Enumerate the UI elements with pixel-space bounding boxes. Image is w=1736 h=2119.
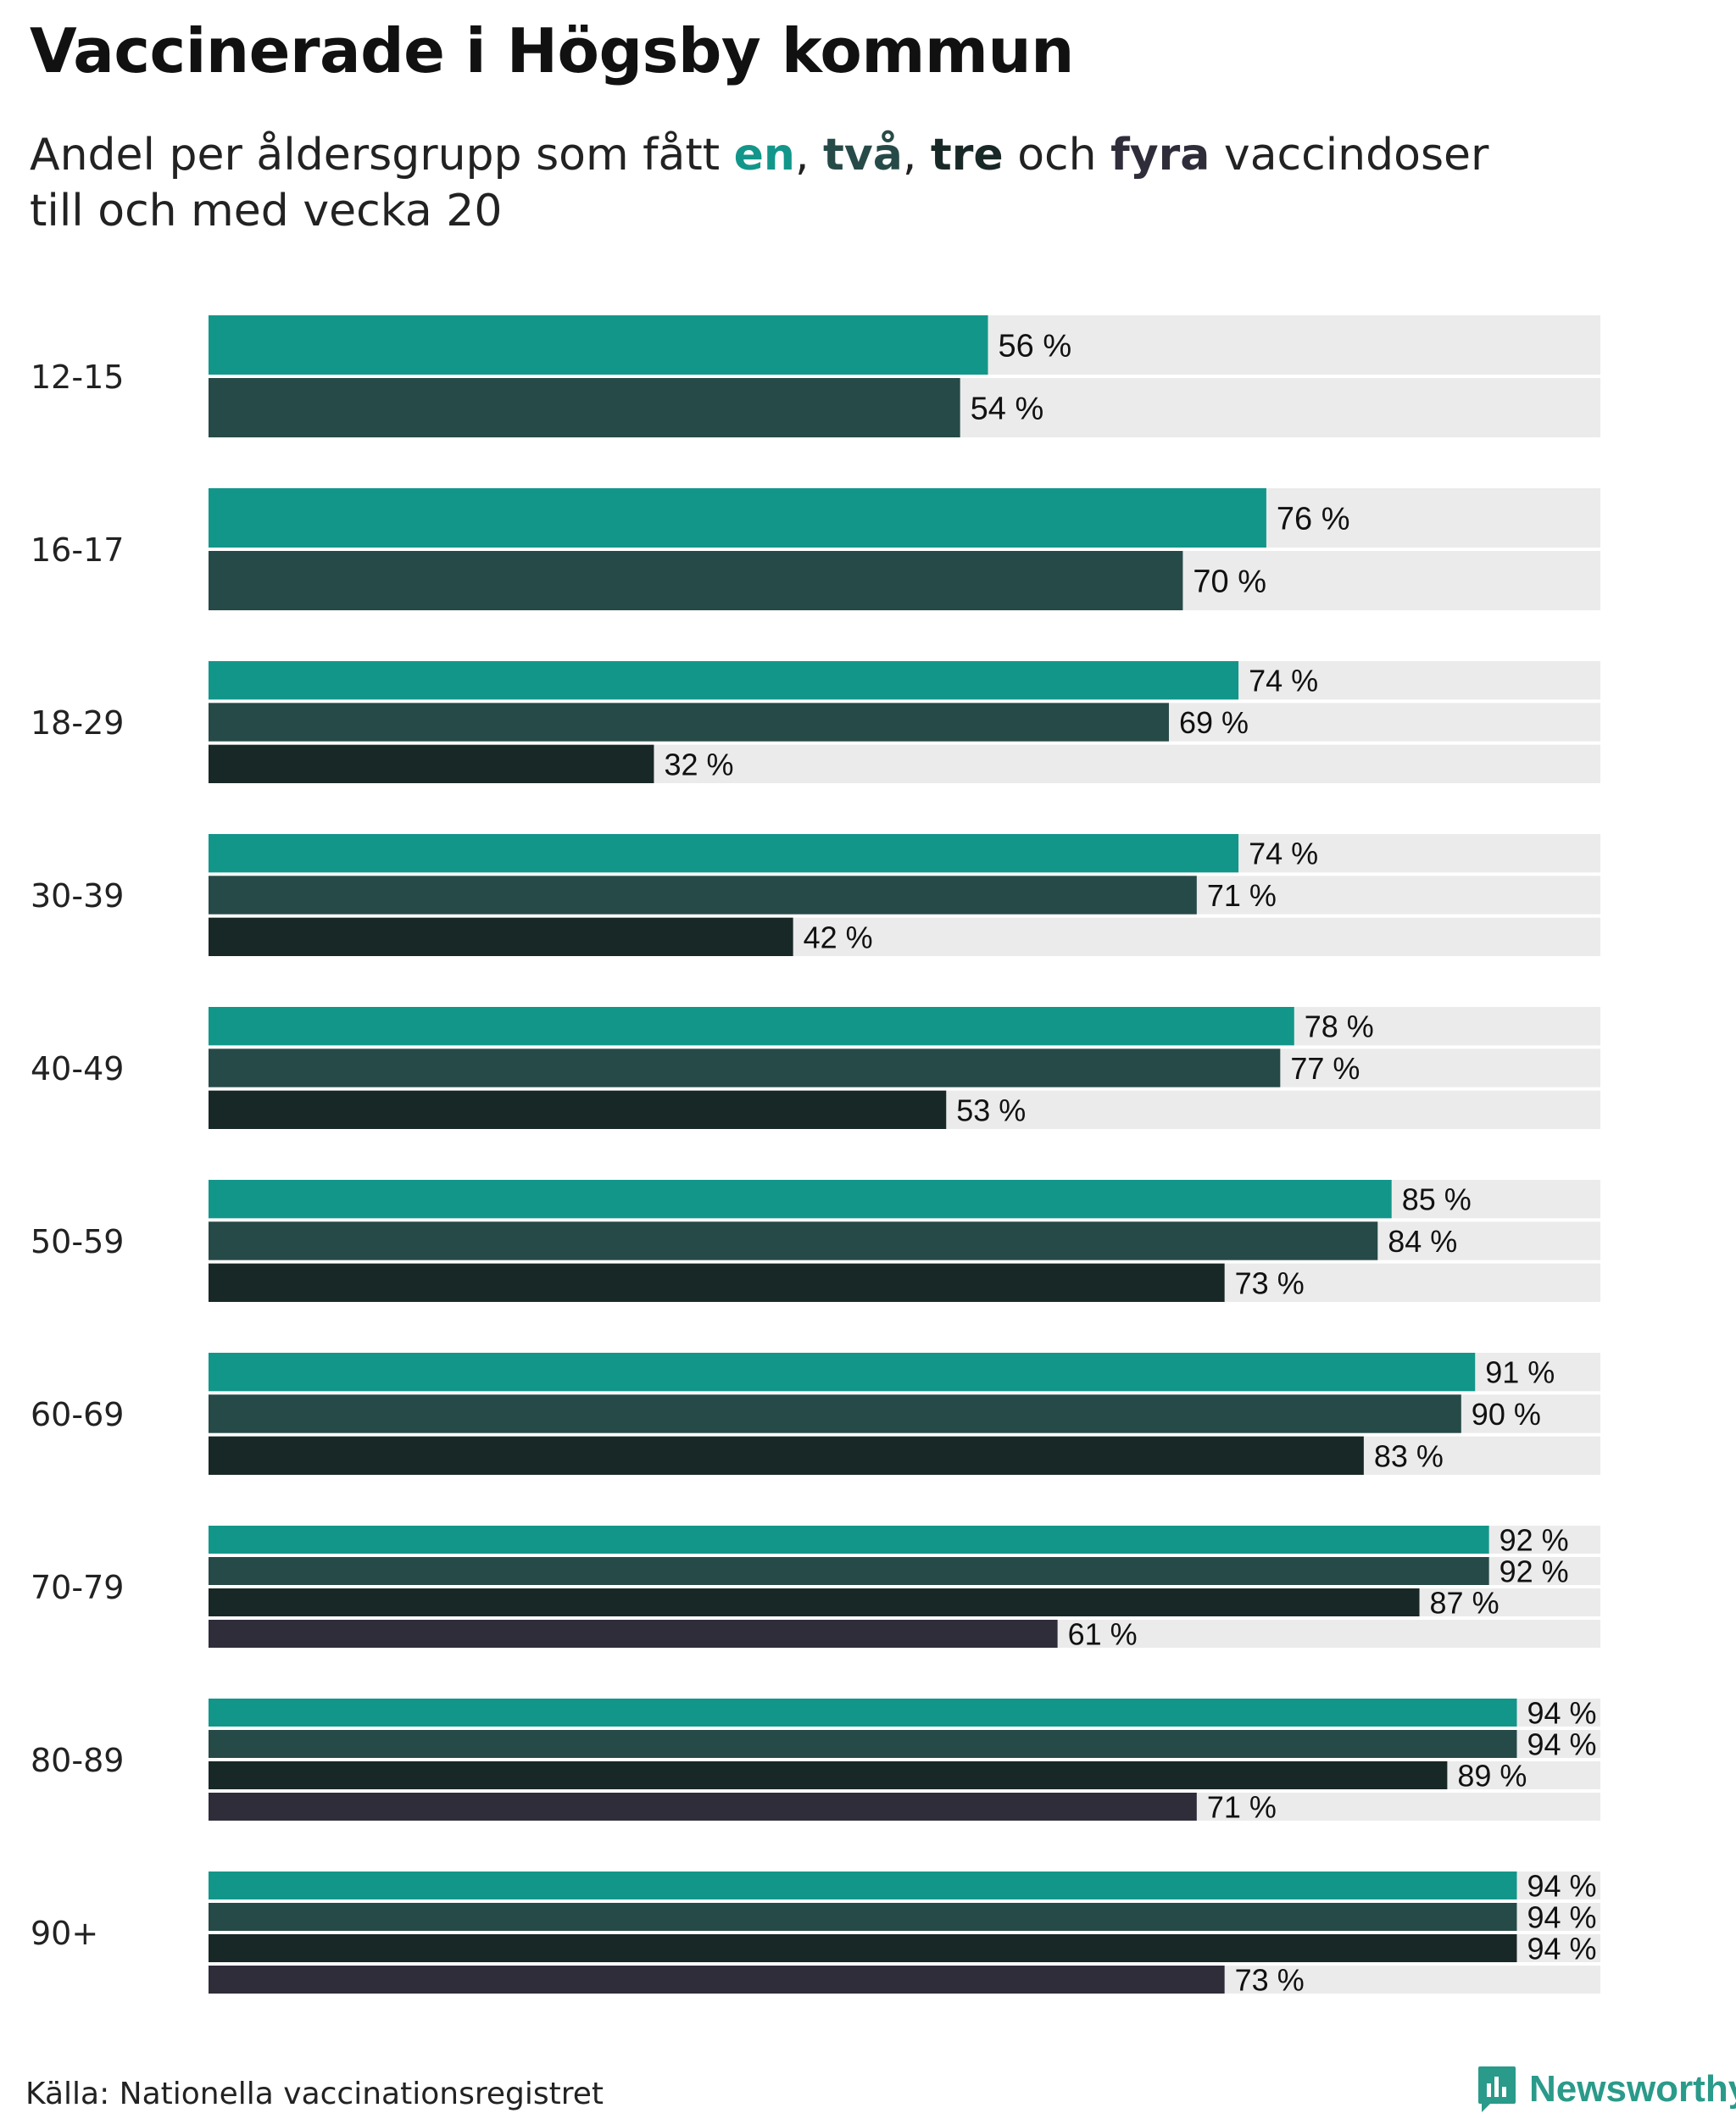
bar [209, 1436, 1364, 1475]
legend-dose-tva: två [823, 130, 903, 181]
bar [209, 1221, 1378, 1260]
data-label: 74 % [1249, 837, 1318, 871]
source-note: Källa: Nationella vaccinationsregistret [25, 2077, 604, 2111]
data-label: 94 % [1527, 1695, 1596, 1730]
bar [209, 1699, 1517, 1727]
bar-group: 12-15 56 % 54 % [31, 315, 1600, 437]
bar [209, 1007, 1294, 1046]
data-label: 42 % [804, 920, 873, 954]
bar [209, 834, 1239, 873]
bar [209, 876, 1197, 915]
bar-group: 30-39 74 % 71 % 42 % [31, 834, 1600, 956]
bar [209, 1048, 1281, 1087]
brand-logo: Newsworthy [1477, 2065, 1736, 2114]
data-label: 69 % [1179, 705, 1249, 740]
subtitle-conj: och [1003, 130, 1111, 181]
subtitle-prefix: Andel per åldersgrupp som fått [30, 130, 734, 181]
bar [209, 917, 793, 956]
data-label: 71 % [1207, 878, 1277, 913]
bar [209, 315, 988, 375]
bar-group: 40-49 78 % 77 % 53 % [31, 1007, 1600, 1129]
data-label: 83 % [1374, 1438, 1444, 1473]
legend-dose-en: en [733, 130, 795, 181]
bar [209, 661, 1239, 700]
data-label: 87 % [1430, 1585, 1500, 1620]
bar [209, 1180, 1392, 1219]
bar-group: 16-17 76 % 70 % [31, 488, 1600, 610]
data-label: 74 % [1249, 664, 1318, 698]
category-label: 60-69 [31, 1396, 124, 1433]
subtitle-line-2: till och med vecka 20 [30, 186, 503, 236]
bar [209, 1353, 1476, 1392]
bar [209, 1793, 1197, 1821]
bar-group: 18-29 74 %69 % 32 % [31, 661, 1600, 783]
category-label: 30-39 [31, 877, 124, 915]
chart-subtitle: Andel per åldersgrupp som fått en, två, … [30, 127, 1640, 239]
category-label: 70-79 [31, 1569, 124, 1606]
data-label: 94 % [1527, 1931, 1596, 1966]
bar [209, 1966, 1225, 1994]
data-label: 89 % [1457, 1758, 1527, 1793]
brand-name: Newsworthy [1529, 2068, 1736, 2110]
bar [209, 1934, 1517, 1962]
bar [209, 1872, 1517, 1899]
category-label: 40-49 [31, 1050, 124, 1087]
data-label: 85 % [1402, 1182, 1472, 1217]
category-label: 80-89 [31, 1742, 124, 1779]
subtitle-sep-2: , [902, 130, 931, 181]
data-label: 76 % [1277, 502, 1350, 537]
bar [209, 744, 654, 783]
data-label: 78 % [1305, 1009, 1374, 1044]
category-label: 90+ [31, 1915, 98, 1952]
bar [209, 1526, 1489, 1554]
subtitle-sep-1: , [794, 130, 824, 181]
bar [209, 1730, 1517, 1758]
data-label: 56 % [999, 329, 1072, 364]
bar [209, 1090, 947, 1129]
subtitle-suffix: vaccindoser [1210, 130, 1489, 181]
bar [209, 1557, 1489, 1585]
data-label: 70 % [1193, 565, 1266, 600]
chart-title: Vaccinerade i Högsby kommun [30, 15, 1074, 86]
data-label: 94 % [1527, 1899, 1596, 1934]
bar [209, 1394, 1461, 1433]
bar [209, 378, 960, 437]
data-label: 84 % [1388, 1224, 1457, 1259]
bar-group: 80-89 94 %94 %89 % 71 % [31, 1695, 1600, 1824]
bar-group: 60-69 91 % 90 % 83 % [31, 1353, 1600, 1475]
legend-dose-tre: tre [930, 130, 1004, 181]
bar [209, 551, 1183, 610]
data-label: 54 % [971, 392, 1044, 427]
data-label: 73 % [1235, 1265, 1305, 1300]
category-label: 18-29 [31, 704, 124, 742]
data-label: 90 % [1472, 1397, 1541, 1432]
data-label: 92 % [1500, 1554, 1569, 1588]
data-label: 71 % [1207, 1789, 1277, 1824]
data-label: 92 % [1500, 1522, 1569, 1557]
bar [209, 1903, 1517, 1931]
bar [209, 703, 1169, 742]
category-label: 16-17 [31, 531, 124, 569]
data-label: 94 % [1527, 1727, 1596, 1761]
bar-group: 50-59 85 % 84 % 73 % [31, 1180, 1600, 1302]
data-label: 61 % [1068, 1616, 1138, 1651]
data-label: 94 % [1527, 1868, 1596, 1903]
category-label: 50-59 [31, 1223, 124, 1260]
bar [209, 1263, 1225, 1302]
bar-group: 90+94 %94 %94 %73 % [31, 1868, 1600, 1997]
newsworthy-logo-icon [1478, 2066, 1516, 2112]
data-label: 53 % [956, 1093, 1026, 1127]
data-label: 32 % [664, 747, 733, 781]
data-label: 91 % [1485, 1355, 1555, 1390]
bar [209, 1588, 1420, 1616]
bar [209, 488, 1266, 548]
category-label: 12-15 [31, 359, 124, 396]
legend-dose-fyra: fyra [1110, 130, 1210, 181]
bar [209, 1620, 1058, 1648]
bar-group: 70-79 92 %92 %87 % 61 % [31, 1522, 1600, 1651]
bar [209, 1761, 1448, 1789]
data-label: 77 % [1290, 1051, 1360, 1086]
data-label: 73 % [1235, 1962, 1305, 1997]
